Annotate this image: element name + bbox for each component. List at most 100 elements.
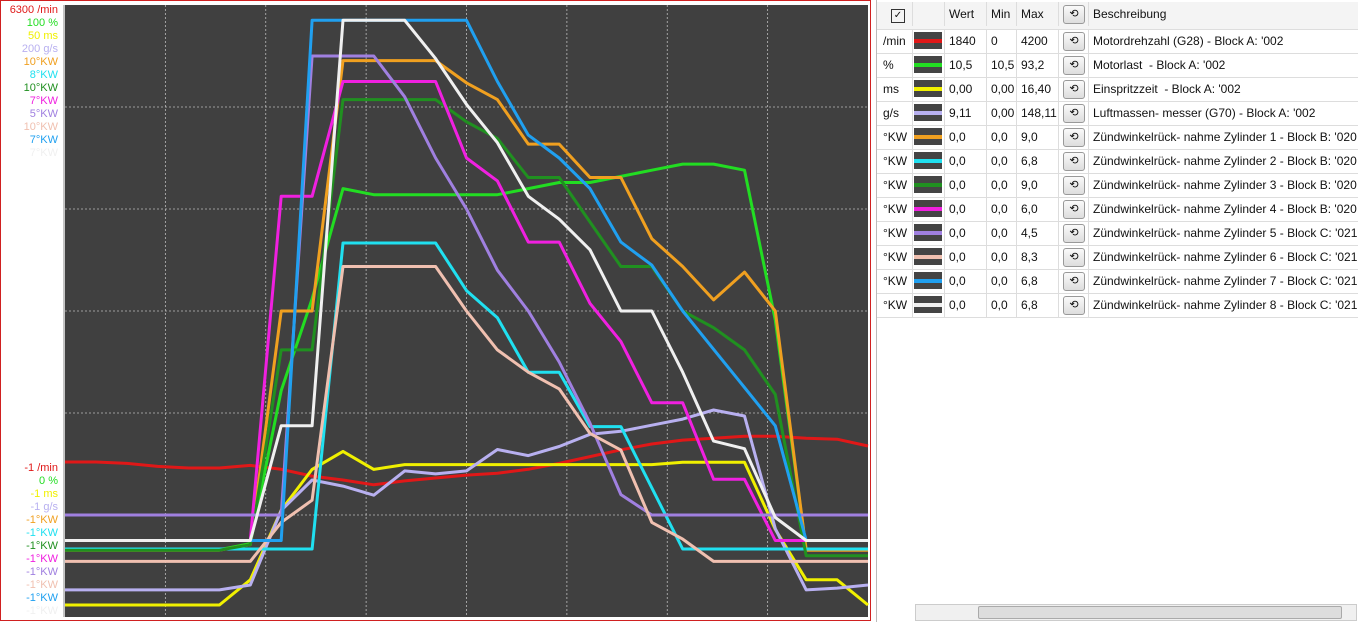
y-max-label: 7°KW [30, 147, 59, 159]
wert-cell: 0,0 [945, 197, 987, 221]
reset-button[interactable]: ⟲ [1063, 56, 1085, 75]
max-cell: 6,8 [1017, 293, 1059, 317]
reset-button[interactable]: ⟲ [1063, 80, 1085, 99]
wert-cell: 0,0 [945, 293, 987, 317]
y-min-label: -1°KW [26, 514, 59, 526]
reset-button[interactable]: ⟲ [1063, 176, 1085, 195]
max-cell: 93,2 [1017, 53, 1059, 77]
description-cell: Einspritzzeit - Block A: '002 [1093, 82, 1241, 96]
reset-cell: ⟲ [1059, 293, 1089, 317]
y-min-label: -1 g/s [30, 501, 58, 513]
color-line [914, 111, 942, 115]
scrollbar[interactable] [915, 604, 1357, 621]
unit-cell: °KW [879, 221, 913, 245]
color-line [914, 159, 942, 163]
max-cell: 8,3 [1017, 245, 1059, 269]
min-cell: 0,0 [987, 269, 1017, 293]
color-line [914, 135, 942, 139]
color-line [914, 39, 942, 43]
checkbox[interactable]: ✓ [891, 9, 905, 23]
min-cell: 0,0 [987, 149, 1017, 173]
reset-button[interactable]: ⟲ [1063, 152, 1085, 171]
y-max-label: 10°KW [24, 56, 59, 68]
min-cell: 0,0 [987, 293, 1017, 317]
y-max-label: 6300 /min [10, 4, 58, 16]
min-cell: 0,0 [987, 245, 1017, 269]
wert-cell: 0,0 [945, 221, 987, 245]
color-cell [913, 245, 945, 269]
refresh-head: ⟲ [1059, 2, 1089, 26]
unit-cell: °KW [879, 149, 913, 173]
y-max-label: 200 g/s [22, 43, 59, 55]
color-cell [913, 101, 945, 125]
table-row: °KW 0,0 0,0 6,8 ⟲ Zündwinkelrück- nahme Zylin… [877, 293, 1358, 318]
chart: 6300 /min -1 /min 100 % 0 % 50 ms -1 ms 200 g/… [0, 0, 871, 621]
reset-button[interactable]: ⟲ [1063, 32, 1085, 51]
table-row: /min 1840 0 4200 ⟲ Motordrehzahl (G28) - Bloc… [877, 29, 1358, 54]
table-row: °KW 0,0 0,0 4,5 ⟲ Zündwinkelrück- nahme Zylin… [877, 221, 1358, 246]
min-cell: 0,0 [987, 197, 1017, 221]
unit-cell: °KW [879, 173, 913, 197]
reset-button[interactable]: ⟲ [1063, 296, 1085, 315]
max-cell: 6,0 [1017, 197, 1059, 221]
header-row: ✓ Wert Min Max ⟲ Beschreibung [877, 2, 1358, 30]
min-cell: 0,0 [987, 125, 1017, 149]
scroll-thumb[interactable] [978, 606, 1342, 619]
color-cell [913, 53, 945, 77]
header-cell: Max [1017, 2, 1059, 26]
color-cell [913, 269, 945, 293]
unit-cell: ms [879, 77, 913, 101]
max-cell: 9,0 [1017, 125, 1059, 149]
unit-cell: °KW [879, 245, 913, 269]
color-cell [913, 221, 945, 245]
wert-cell: 1840 [945, 29, 987, 53]
color-cell [913, 197, 945, 221]
reset-cell: ⟲ [1059, 77, 1089, 101]
reset-button[interactable]: ⟲ [1063, 200, 1085, 219]
description-cell: Zündwinkelrück- nahme Zylinder 8 - Block… [1093, 298, 1358, 312]
max-cell: 9,0 [1017, 173, 1059, 197]
check-cell: ✓ [879, 2, 913, 26]
unit-cell: /min [879, 29, 913, 53]
reset-button[interactable]: ⟲ [1063, 128, 1085, 147]
reset-cell: ⟲ [1059, 221, 1089, 245]
color-cell [913, 29, 945, 53]
reset-button[interactable]: ⟲ [1063, 224, 1085, 243]
min-cell: 0 [987, 29, 1017, 53]
min-cell: 0,00 [987, 77, 1017, 101]
description-cell: Luftmassen- messer (G70) - Block A: '002 [1093, 106, 1316, 120]
max-cell: 16,40 [1017, 77, 1059, 101]
y-max-label: 7°KW [30, 134, 59, 146]
y-min-label: -1°KW [26, 579, 59, 591]
refresh-all-button[interactable]: ⟲ [1063, 5, 1085, 24]
color-cell [913, 173, 945, 197]
color-cell [913, 77, 945, 101]
unit-cell: g/s [879, 101, 913, 125]
color-line [914, 303, 942, 307]
color-cell [913, 293, 945, 317]
wert-cell: 9,11 [945, 101, 987, 125]
header-cell: Min [987, 2, 1017, 26]
max-cell: 4200 [1017, 29, 1059, 53]
reset-button[interactable]: ⟲ [1063, 104, 1085, 123]
wert-cell: 10,5 [945, 53, 987, 77]
color-line [914, 183, 942, 187]
value-table: ✓ Wert Min Max ⟲ Beschreibung /min 1840 0 4… [876, 0, 1358, 622]
min-cell: 10,5 [987, 53, 1017, 77]
description-cell: Zündwinkelrück- nahme Zylinder 2 - Block… [1093, 154, 1357, 168]
wert-cell: 0,0 [945, 125, 987, 149]
reset-button[interactable]: ⟲ [1063, 248, 1085, 267]
wert-cell: 0,0 [945, 173, 987, 197]
description-cell: Motorlast - Block A: '002 [1093, 58, 1226, 72]
unit-cell: °KW [879, 269, 913, 293]
reset-button[interactable]: ⟲ [1063, 272, 1085, 291]
color-cell [913, 125, 945, 149]
y-min-label: -1°KW [26, 605, 59, 617]
y-max-label: 10°KW [24, 121, 59, 133]
y-min-label: -1°KW [26, 527, 59, 539]
max-cell: 6,8 [1017, 269, 1059, 293]
color-line [914, 63, 942, 67]
unit-cell: % [879, 53, 913, 77]
y-min-label: -1 /min [24, 462, 58, 474]
max-cell: 6,8 [1017, 149, 1059, 173]
